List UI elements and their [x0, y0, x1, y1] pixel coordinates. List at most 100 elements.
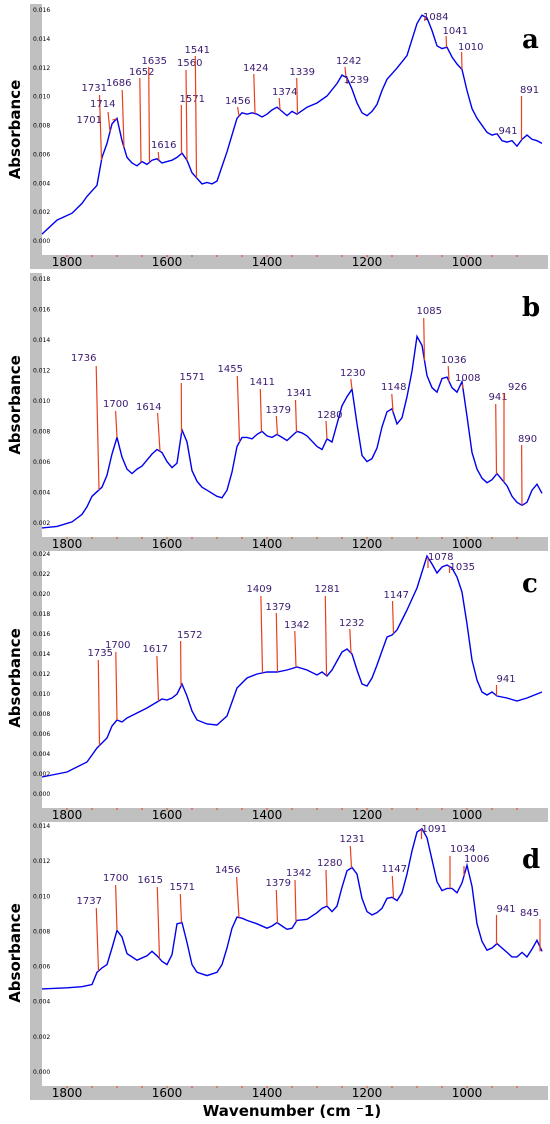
peak-label: 1700 — [103, 399, 128, 410]
x-tick-label: 1600 — [152, 808, 183, 822]
peak-leader-line — [275, 889, 279, 924]
peak-leader-line — [107, 111, 111, 132]
y-tick-label: 0.012 — [33, 368, 50, 375]
x-tick-label: 1000 — [452, 537, 483, 551]
peak-label: 1614 — [136, 402, 161, 413]
x-tick-label: 1200 — [352, 808, 383, 822]
peak-leader-line — [350, 378, 353, 390]
y-axis-title: Absorbance — [6, 628, 24, 728]
peak-label: 1541 — [185, 45, 210, 56]
peak-label: 1280 — [317, 410, 342, 421]
y-tick-label: 0.014 — [33, 36, 50, 43]
peak-label: 1041 — [443, 26, 468, 37]
peak-label: 941 — [499, 126, 518, 137]
panel-letter: b — [522, 293, 540, 323]
y-tick-label: 0.020 — [33, 591, 50, 598]
peak-label: 1374 — [272, 87, 297, 98]
y-tick-label: 0.000 — [33, 238, 50, 245]
peak-leader-line — [325, 420, 328, 439]
peak-label: 1737 — [77, 896, 102, 907]
y-tick-label: 0.022 — [33, 571, 50, 578]
peak-label: 1456 — [215, 865, 240, 876]
x-axis-band — [30, 255, 548, 269]
peak-leader-line — [115, 410, 118, 438]
peak-leader-line — [194, 55, 198, 178]
peak-label: 1036 — [441, 355, 466, 366]
peak-label: 1035 — [450, 562, 475, 573]
y-tick-label: 0.014 — [33, 823, 50, 830]
peak-label: 1652 — [129, 67, 154, 78]
y-axis-title: Absorbance — [6, 80, 24, 180]
peak-label: 1006 — [464, 854, 489, 865]
peak-leader-line — [115, 884, 118, 931]
peak-leader-line — [148, 66, 151, 163]
y-tick-label: 0.012 — [33, 858, 50, 865]
y-tick-label: 0.010 — [33, 691, 50, 698]
y-tick-label: 0.002 — [33, 771, 50, 778]
peak-label: 1239 — [344, 75, 369, 86]
peak-label: 1280 — [317, 858, 342, 869]
x-tick-label: 1200 — [352, 255, 383, 269]
peak-leader-line — [112, 118, 117, 121]
peak-leader-line — [349, 628, 352, 654]
peak-label: 1617 — [143, 644, 168, 655]
spectrum-line — [41, 554, 543, 778]
y-tick-label: 0.008 — [33, 711, 50, 718]
peak-label: 1409 — [247, 584, 272, 595]
peak-label: 1379 — [266, 405, 291, 416]
peak-label: 926 — [508, 382, 527, 393]
panel-c: 0.024 0.022 0.020 0.018 0.016 0.014 0.012 0.010… — [6, 548, 548, 822]
peak-leader-line — [157, 412, 161, 452]
peak-label: 1091 — [422, 824, 447, 835]
y-tick-label: 0.006 — [33, 731, 50, 738]
peak-label: 1456 — [225, 96, 250, 107]
y-tick-label: 0.008 — [33, 429, 50, 436]
y-tick-label: 0.014 — [33, 651, 50, 658]
peak-leader-line — [236, 375, 241, 442]
peak-label: 1701 — [77, 115, 102, 126]
y-tick-label: 0.010 — [33, 94, 50, 101]
y-tick-label: 0.012 — [33, 671, 50, 678]
x-tick-label: 1600 — [152, 537, 183, 551]
spectrum-line — [41, 334, 543, 529]
y-axis-title: Absorbance — [6, 355, 24, 455]
y-tick-label: 0.010 — [33, 398, 50, 405]
y-tick-label: 0.018 — [33, 276, 50, 283]
peak-leader-line — [349, 845, 353, 868]
peak-leader-line — [185, 69, 188, 161]
y-tick-label: 0.004 — [33, 490, 50, 497]
peak-label: 1230 — [340, 368, 365, 379]
panel-d: 0.014 0.012 0.010 0.008 0.006 0.004 0.002 0.000… — [6, 820, 548, 1120]
peak-leader-line — [95, 907, 100, 972]
peak-label: 1735 — [88, 648, 113, 659]
peak-label: 1424 — [243, 63, 268, 74]
x-tick-label: 1600 — [152, 1086, 183, 1100]
peak-label: 941 — [497, 674, 516, 685]
y-tick-label: 0.008 — [33, 123, 50, 130]
x-axis-band — [30, 537, 548, 551]
peak-leader-line — [236, 876, 240, 918]
x-tick-label: 1000 — [452, 1086, 483, 1100]
peak-leader-line — [296, 77, 299, 114]
y-tick-label: 0.024 — [33, 551, 50, 558]
peak-leader-line — [139, 77, 142, 163]
peak-leader-line — [461, 383, 464, 389]
peak-label: 1085 — [417, 306, 442, 317]
peak-label: 941 — [497, 904, 516, 915]
panel-b: 0.018 0.016 0.014 0.012 0.010 0.008 0.006 0.004… — [6, 273, 548, 551]
peak-label: 1560 — [177, 58, 202, 69]
peak-label: 1686 — [106, 78, 131, 89]
y-tick-label: 0.008 — [33, 928, 50, 935]
peak-leader-line — [156, 655, 160, 702]
peak-label: 890 — [518, 434, 537, 445]
y-tick-label: 0.006 — [33, 151, 50, 158]
y-tick-label: 0.002 — [33, 209, 50, 216]
peak-label: 1615 — [138, 875, 163, 886]
panel-letter: c — [522, 569, 538, 599]
peak-label: 1339 — [290, 67, 315, 78]
peak-label: 1571 — [180, 372, 205, 383]
peak-leader-line — [294, 399, 298, 432]
x-tick-label: 1600 — [152, 255, 183, 269]
peak-label: 1379 — [266, 878, 291, 889]
